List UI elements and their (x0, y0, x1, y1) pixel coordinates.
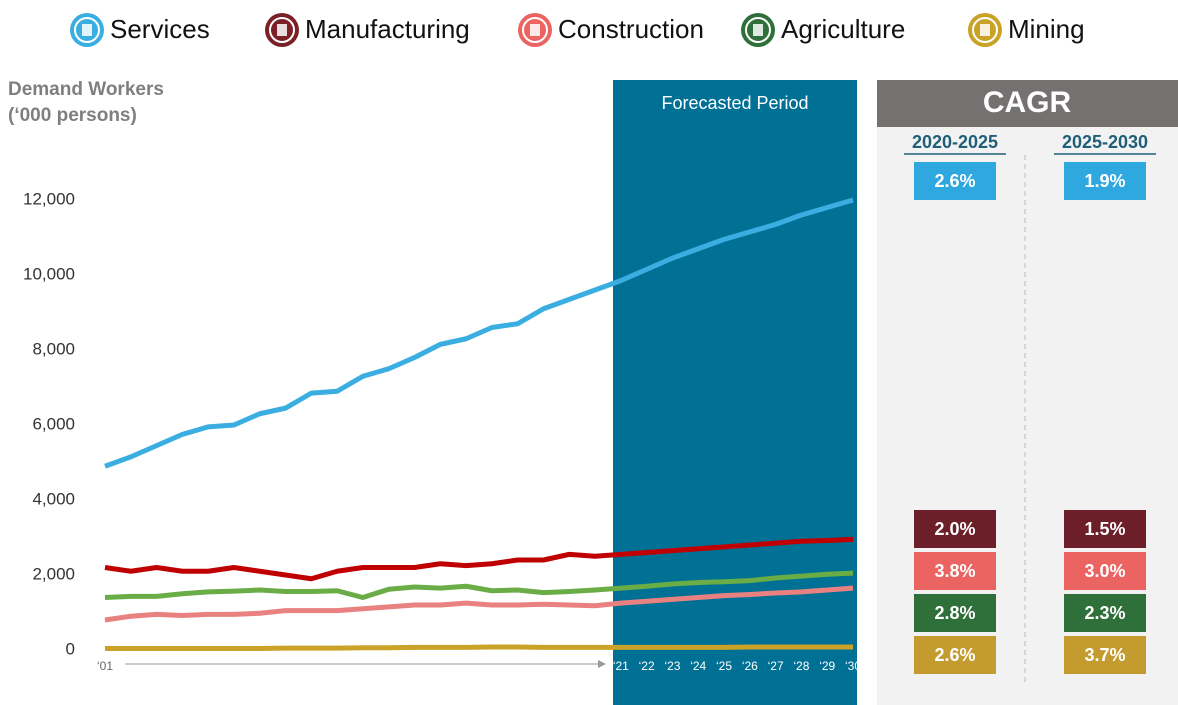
cagr-column-header: 2020-2025 (912, 132, 998, 152)
x-tick-label: ‘24 (690, 659, 706, 673)
y-tick-label: 6,000 (32, 414, 75, 433)
x-tick-label: ‘01 (97, 659, 113, 673)
x-tick-label: ‘30 (845, 659, 861, 673)
legend-icon-glyph (277, 24, 287, 36)
y-tick-label: 10,000 (23, 264, 75, 283)
legend-label: Mining (1008, 14, 1085, 44)
y-tick-label: 12,000 (23, 189, 75, 208)
cagr-box (1064, 594, 1146, 632)
cagr-box (914, 636, 996, 674)
x-tick-label: ‘21 (613, 659, 629, 673)
y-tick-label: 0 (66, 639, 75, 658)
y-axis-title: (‘000 persons) (8, 105, 137, 126)
series-line (105, 644, 853, 651)
cagr-value: 3.0% (1084, 561, 1125, 581)
legend-icon-glyph (753, 24, 763, 36)
forecast-region (613, 80, 857, 705)
cagr-value: 3.8% (934, 561, 975, 581)
x-tick-label: ‘26 (742, 659, 758, 673)
cagr-value: 1.9% (1084, 171, 1125, 191)
cagr-value: 2.8% (934, 603, 975, 623)
cagr-value: 2.0% (934, 519, 975, 539)
cagr-column-header: 2025-2030 (1062, 132, 1148, 152)
series-line (104, 570, 854, 600)
x-tick-label: ‘28 (793, 659, 809, 673)
cagr-box (914, 552, 996, 590)
legend-label: Manufacturing (305, 14, 470, 44)
cagr-header (877, 80, 1178, 127)
legend-icon-ring (745, 17, 771, 43)
legend-icon-glyph (82, 24, 92, 36)
x-tick-label: ‘22 (639, 659, 655, 673)
cagr-value: 3.7% (1084, 645, 1125, 665)
cagr-value: 2.6% (934, 171, 975, 191)
series-line (104, 585, 854, 623)
forecast-label: Forecasted Period (661, 93, 808, 113)
legend-icon-ring (74, 17, 100, 43)
legend-icon-glyph (530, 24, 540, 36)
y-axis-title: Demand Workers (8, 79, 164, 100)
legend-label: Services (110, 14, 210, 44)
cagr-box (914, 162, 996, 200)
cagr-value: 1.5% (1084, 519, 1125, 539)
legend-icon-glyph (980, 24, 990, 36)
cagr-value: 2.6% (934, 645, 975, 665)
legend-icon-ring (972, 17, 998, 43)
legend-label: Construction (558, 14, 704, 44)
cagr-box (914, 510, 996, 548)
x-tick-label: ‘27 (768, 659, 784, 673)
cagr-box (1064, 552, 1146, 590)
legend-icon-ring (269, 17, 295, 43)
cagr-box (914, 594, 996, 632)
series-line (104, 197, 854, 469)
cagr-title: CAGR (983, 86, 1072, 119)
y-tick-label: 8,000 (32, 339, 75, 358)
cagr-box (1064, 510, 1146, 548)
cagr-value: 2.3% (1084, 603, 1125, 623)
x-tick-label: ‘25 (716, 659, 732, 673)
y-tick-label: 2,000 (32, 564, 75, 583)
series-line (104, 536, 854, 582)
cagr-box (1064, 636, 1146, 674)
cagr-box (1064, 162, 1146, 200)
legend-icon-ring (522, 17, 548, 43)
y-tick-label: 4,000 (32, 489, 75, 508)
arrow-head (598, 660, 606, 668)
legend-label: Agriculture (781, 14, 905, 44)
x-tick-label: ‘23 (664, 659, 680, 673)
x-tick-label: ‘29 (819, 659, 835, 673)
